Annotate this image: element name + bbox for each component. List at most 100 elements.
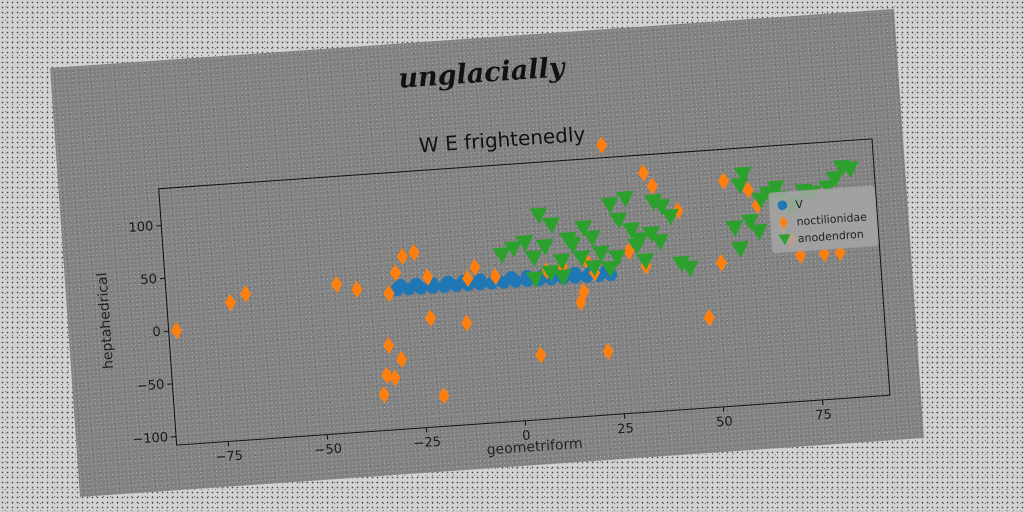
x-tick-label: 75: [815, 407, 833, 423]
x-tick-label: 0: [522, 428, 531, 444]
data-point-series-0: [409, 277, 423, 291]
data-point-series-2: [818, 179, 837, 197]
data-point-series-0: [394, 278, 407, 292]
data-point-series-2: [584, 259, 603, 277]
legend-label: V: [795, 198, 804, 212]
data-point-series-2: [630, 232, 649, 249]
data-point-series-2: [600, 260, 619, 278]
data-point-series-0: [504, 271, 518, 284]
scatter-chart: unglacially W E frightenedly −75 −50 −25 0 2…: [94, 52, 891, 466]
data-point-series-1: [602, 342, 614, 361]
data-point-series-1: [383, 336, 395, 355]
data-point-series-1: [461, 314, 473, 332]
data-point-series-2: [636, 252, 655, 270]
data-point-series-2: [825, 170, 844, 188]
data-point-series-0: [568, 266, 582, 280]
data-point-series-2: [541, 217, 560, 234]
data-point-series-1: [703, 309, 715, 327]
data-point-series-2: [552, 253, 571, 271]
data-point-series-1: [438, 386, 450, 405]
data-point-series-2: [492, 247, 511, 264]
x-tick-label: −50: [314, 442, 342, 459]
data-point-series-2: [643, 194, 662, 211]
data-point-series-2: [515, 234, 534, 252]
data-point-series-2: [529, 207, 548, 225]
data-point-series-2: [615, 190, 634, 208]
legend-label: noctilionidae: [796, 210, 867, 228]
legend-box: [768, 185, 879, 254]
data-point-series-1: [171, 321, 183, 340]
data-point-series-1: [396, 350, 408, 369]
data-point-series-1: [751, 196, 763, 214]
data-point-series-1: [718, 172, 730, 190]
data-point-series-2: [609, 212, 628, 230]
data-point-series-1: [637, 164, 649, 182]
data-point-series-2: [652, 198, 671, 216]
data-point-series-1: [383, 284, 395, 303]
data-point-series-1: [578, 282, 590, 301]
data-point-series-2: [600, 197, 619, 214]
data-point-series-2: [607, 249, 626, 267]
data-point-series-1: [424, 309, 437, 327]
data-point-series-2: [524, 250, 543, 267]
data-point-series-1: [646, 177, 658, 195]
data-point-series-1: [351, 280, 363, 299]
data-point-series-2: [650, 233, 669, 251]
data-point-series-2: [680, 260, 699, 278]
data-point-series-1: [535, 346, 547, 364]
data-point-series-2: [541, 264, 560, 282]
data-point-series-1: [623, 242, 635, 261]
data-point-series-2: [621, 222, 640, 239]
plot-area: [158, 138, 891, 446]
data-point-series-1: [462, 269, 474, 288]
data-point-series-2: [525, 271, 544, 289]
data-point-series-2: [749, 223, 768, 241]
data-point-series-2: [535, 238, 554, 256]
data-point-series-1: [389, 369, 401, 387]
legend-marker: [778, 233, 791, 246]
data-point-series-2: [553, 269, 572, 287]
data-point-series-0: [441, 275, 455, 289]
y-tick-label: −50: [137, 378, 165, 395]
data-point-series-1: [378, 385, 390, 404]
data-point-series-1: [715, 254, 727, 272]
x-tick-label: 50: [716, 414, 734, 430]
legend-label: anodendron: [797, 228, 864, 246]
data-point-series-2: [503, 240, 522, 258]
data-point-series-2: [558, 231, 577, 249]
data-point-series-2: [725, 220, 744, 237]
data-point-series-2: [672, 255, 691, 273]
data-point-series-2: [740, 213, 759, 231]
ticks-layer: −75 −50 −25 0 25 50 75 −100 −50 0 50 100: [128, 219, 833, 466]
data-point-series-1: [240, 285, 252, 303]
figure-panel: unglacially W E frightenedly −75 −50 −25 0 2…: [50, 9, 924, 497]
data-point-series-1: [575, 293, 587, 312]
data-point-series-1: [381, 366, 393, 385]
y-tick-label: 100: [128, 219, 154, 236]
data-point-series-1: [489, 267, 501, 286]
data-point-series-2: [572, 249, 591, 267]
x-tick-label: −25: [413, 435, 441, 452]
legend-marker: [777, 200, 788, 211]
data-point-series-2: [733, 166, 752, 184]
data-point-series-1: [389, 264, 402, 282]
data-point-series-2: [642, 225, 661, 243]
data-point-series-2: [660, 208, 679, 226]
legend-marker: [779, 216, 788, 229]
x-tick-label: −75: [215, 449, 243, 466]
x-tick-label: 25: [617, 421, 635, 437]
data-point-series-1: [672, 202, 684, 220]
y-axis-label: heptahedrical: [94, 272, 117, 370]
data-point-series-2: [730, 240, 749, 258]
data-point-series-2: [582, 230, 601, 247]
data-point-series-2: [766, 180, 785, 197]
data-point-series-1: [596, 136, 608, 154]
x-axis-label: geometriform: [486, 436, 583, 459]
data-point-series-1: [469, 258, 481, 277]
y-tick-label: 50: [140, 272, 158, 288]
data-point-series-1: [224, 293, 236, 312]
data-point-series-1: [742, 181, 754, 199]
chart-suptitle: unglacially: [397, 52, 567, 95]
data-point-series-1: [422, 268, 434, 286]
